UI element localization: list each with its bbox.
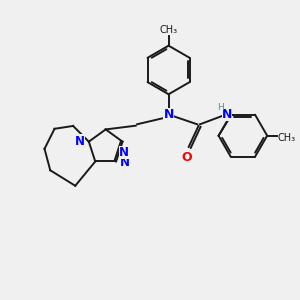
Text: N: N (164, 108, 174, 121)
Text: N: N (222, 108, 232, 121)
Text: N: N (119, 146, 129, 159)
Text: O: O (182, 152, 193, 164)
Text: CH₃: CH₃ (160, 25, 178, 35)
Text: N: N (75, 135, 85, 148)
Text: H: H (217, 103, 224, 112)
Text: CH₃: CH₃ (278, 133, 296, 143)
Text: N: N (120, 156, 130, 170)
